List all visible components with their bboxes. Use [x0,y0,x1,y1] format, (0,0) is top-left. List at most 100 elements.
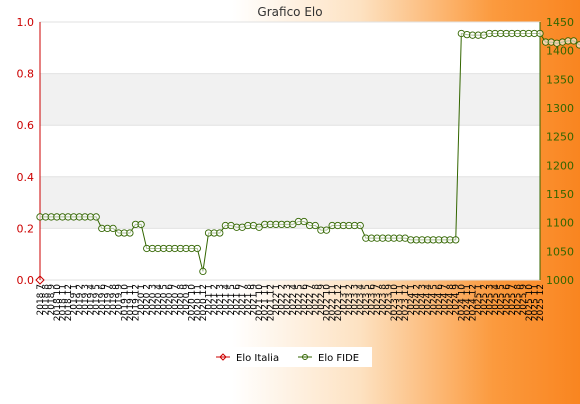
x-tick-label: 2019 8 [109,284,119,316]
x-tick-label: 2020 7 [171,284,181,316]
x-tick-label: 2021 12 [266,284,276,321]
left-tick-label: 0.0 [17,274,35,287]
right-tick-label: 1200 [546,159,574,172]
chart-title: Grafico Elo [257,5,322,19]
x-tick-label: 2020 5 [160,284,170,316]
x-tick-label: 2025 5 [497,284,507,316]
x-tick-label: 2024 6 [435,284,445,316]
x-tick-label: 2024 7 [440,284,450,316]
left-tick-label: 1.0 [17,16,35,29]
x-tick-label: 2021 3 [216,284,226,316]
data-point-elo-fide [575,41,580,49]
x-tick-label: 2024 10 [457,284,467,321]
data-point-elo-fide [216,229,224,237]
data-point-elo-fide [289,220,297,229]
data-point-elo-fide [536,29,544,38]
x-tick-label: 2025 4 [491,284,501,316]
x-tick-label: 2020 10 [188,284,198,321]
data-point-elo-italia [35,275,45,285]
x-tick-label: 2019 3 [81,284,91,316]
x-tick-label: 2025 9 [519,284,529,316]
x-tick-label: 2019 2 [75,284,85,316]
x-tick-label: 2021 8 [244,284,254,316]
x-tick-label: 2023 12 [401,284,411,321]
grid-band [40,73,540,126]
x-tick-label: 2023 11 [396,284,406,321]
x-tick-label: 2024 3 [418,284,428,316]
x-tick-label: 2019 6 [98,284,108,316]
data-point-elo-fide [311,221,319,230]
x-tick-label: 2023 8 [379,284,389,316]
x-tick-label: 2021 1 [205,284,215,316]
x-tick-label: 2022 12 [334,284,344,321]
x-tick-label: 2022 6 [300,284,310,316]
legend: Elo Italia Elo FIDE [210,347,372,367]
x-tick-label: 2018 11 [58,284,68,321]
grid-band [40,176,540,229]
x-tick-label: 2018 10 [53,284,63,321]
data-point-elo-fide [109,224,117,233]
data-point-elo-fide [92,213,100,221]
x-tick-label: 2025 12 [536,284,546,321]
x-tick-label: 2025 7 [508,284,518,316]
x-tick-label: 2022 11 [328,284,338,321]
x-tick-label: 2025 11 [530,284,540,321]
x-tick-label: 2020 9 [182,284,192,316]
x-tick-label: 2025 8 [514,284,524,316]
x-tick-label: 2019 1 [70,284,80,316]
left-tick-label: 0.4 [17,171,35,184]
left-axis-ticks: 0.0 0.2 0.4 0.6 0.8 1.0 [17,16,41,287]
legend-marker-italia [219,353,227,361]
x-tick-label: 2019 5 [92,284,102,316]
data-point-elo-fide [199,267,207,276]
x-tick-label: 2024 8 [446,284,456,316]
right-tick-label: 1000 [546,274,574,287]
data-point-elo-fide [137,220,145,229]
x-tick-label: 2018 12 [64,284,74,321]
x-tick-label: 2020 1 [137,284,147,316]
x-tick-label: 2021 2 [210,284,220,316]
legend-label-italia: Elo Italia [236,353,279,364]
x-tick-label: 2018 9 [47,284,57,316]
x-tick-label: 2020 3 [148,284,158,316]
data-point-elo-fide [255,223,263,231]
right-tick-label: 1350 [546,73,574,86]
left-tick-label: 0.6 [17,119,35,132]
x-tick-label: 2019 4 [87,284,97,316]
x-tick-label: 2022 10 [323,284,333,321]
x-tick-label: 2018 7 [36,284,46,316]
x-tick-label: 2024 9 [452,284,462,316]
x-tick-label: 2024 11 [463,284,473,321]
x-tick-label: 2021 7 [238,284,248,316]
x-tick-label: 2021 9 [249,284,259,316]
x-tick-label: 2023 3 [351,284,361,316]
right-tick-label: 1150 [546,188,574,201]
x-tick-label: 2020 11 [193,284,203,321]
x-tick-label: 2023 2 [345,284,355,316]
x-tick-label: 2023 4 [356,284,366,316]
x-tick-label: 2022 3 [283,284,293,316]
x-tick-label: 2022 1 [272,284,282,316]
right-tick-label: 1300 [546,102,574,115]
data-point-elo-fide [300,217,308,226]
x-tick-label: 2022 8 [311,284,321,316]
x-tick-label: 2025 3 [485,284,495,316]
legend-label-fide: Elo FIDE [318,353,359,364]
x-tick-label: 2023 9 [384,284,394,316]
x-tick-label: 2024 4 [424,284,434,316]
right-tick-label: 1050 [546,245,574,258]
x-tick-label: 2025 1 [474,284,484,316]
x-tick-label: 2025 2 [480,284,490,316]
x-tick-label: 2023 1 [339,284,349,316]
x-tick-label: 2019 10 [120,284,130,321]
x-tick-label: 2023 6 [367,284,377,316]
x-tick-label: 2019 11 [126,284,136,321]
x-tick-label: 2018 8 [42,284,52,316]
x-tick-label: 2019 9 [115,284,125,316]
legend-box [210,347,372,367]
data-point-elo-fide [356,221,364,230]
x-tick-label: 2024 5 [429,284,439,316]
